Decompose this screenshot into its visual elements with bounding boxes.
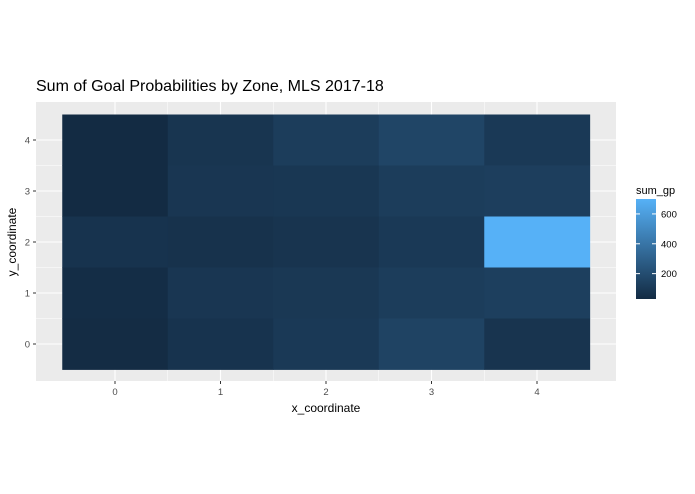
x-tick-label: 1: [218, 387, 223, 398]
heatmap-cell: [167, 114, 274, 166]
legend-ticks: 200 400 600: [636, 209, 677, 280]
heatmap-cells: [62, 114, 591, 370]
heatmap-cell: [273, 114, 380, 166]
heatmap-cell: [484, 114, 591, 166]
heatmap-cell: [378, 165, 485, 217]
heatmap-cell: [378, 216, 485, 268]
heatmap-cell: [167, 267, 274, 319]
y-tick-label: 0: [25, 340, 30, 351]
x-axis: 0 1 2 3 4: [112, 381, 540, 398]
heatmap-cell: [484, 267, 591, 319]
y-axis: 0 1 2 3 4: [25, 136, 36, 351]
heatmap-cell: [62, 114, 169, 166]
y-tick-label: 1: [25, 289, 30, 300]
heatmap-cell: [167, 165, 274, 217]
y-tick-label: 2: [25, 238, 30, 249]
heatmap-cell: [273, 165, 380, 217]
heatmap-cell: [378, 267, 485, 319]
heatmap-cell: [167, 216, 274, 268]
heatmap-cell: [484, 165, 591, 217]
y-tick-label: 3: [25, 187, 30, 198]
heatmap-cell: [62, 165, 169, 217]
x-tick-label: 0: [112, 387, 117, 398]
chart-title: Sum of Goal Probabilities by Zone, MLS 2…: [36, 78, 384, 95]
x-axis-title: x_coordinate: [292, 401, 361, 415]
legend-colorbar: [636, 199, 656, 299]
x-tick-label: 2: [323, 387, 328, 398]
x-tick-label: 3: [429, 387, 434, 398]
heatmap-cell: [167, 318, 274, 370]
y-axis-title: y_coordinate: [5, 207, 19, 276]
heatmap-cell: [62, 318, 169, 370]
legend-label: 200: [661, 269, 677, 280]
legend-label: 600: [661, 209, 677, 220]
x-tick-label: 4: [534, 387, 539, 398]
heatmap-cell: [273, 318, 380, 370]
heatmap-cell: [484, 216, 591, 268]
heatmap-cell: [378, 114, 485, 166]
plot-panel: [36, 102, 616, 381]
heatmap-cell: [484, 318, 591, 370]
legend: sum_gp 200 400 600: [636, 185, 677, 299]
y-tick-label: 4: [25, 136, 30, 147]
legend-label: 400: [661, 239, 677, 250]
heatmap-cell: [273, 267, 380, 319]
heatmap-cell: [273, 216, 380, 268]
heatmap-cell: [62, 216, 169, 268]
heatmap-cell: [378, 318, 485, 370]
legend-title: sum_gp: [636, 185, 675, 197]
heatmap-cell: [62, 267, 169, 319]
